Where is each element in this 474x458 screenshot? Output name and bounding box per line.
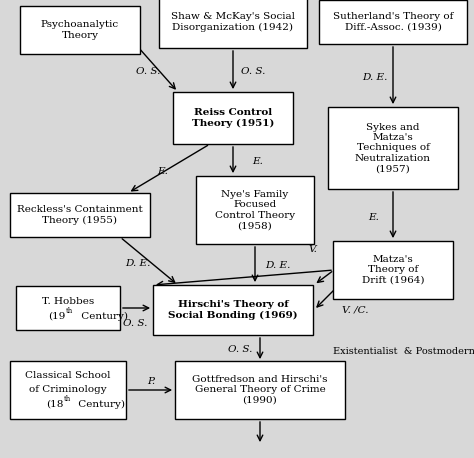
Text: P.: P. [147,377,155,387]
Text: of Criminology: of Criminology [29,386,107,394]
FancyBboxPatch shape [20,6,140,54]
Text: E.: E. [369,213,380,223]
Text: Psychoanalytic
Theory: Psychoanalytic Theory [41,20,119,40]
FancyBboxPatch shape [328,107,458,189]
Text: Reckless's Containment
Theory (1955): Reckless's Containment Theory (1955) [17,205,143,225]
Text: Century): Century) [78,311,128,321]
Text: D. E.: D. E. [265,261,291,269]
Text: O. S.: O. S. [136,67,160,76]
Text: E.: E. [253,158,264,167]
FancyBboxPatch shape [16,286,120,330]
FancyBboxPatch shape [319,0,467,44]
Text: Existentialist  & Postmodern Branches: Existentialist & Postmodern Branches [333,348,474,356]
Text: O. S.: O. S. [123,320,147,328]
Text: D. E.: D. E. [362,73,388,82]
Text: Sykes and
Matza's
Techniques of
Neutralization
(1957): Sykes and Matza's Techniques of Neutrali… [355,123,431,173]
Text: O. S.: O. S. [241,67,265,76]
Text: Classical School: Classical School [25,371,111,381]
Text: Matza's
Theory of
Drift (1964): Matza's Theory of Drift (1964) [362,255,424,285]
Text: Nye's Family
Focused
Control Theory
(1958): Nye's Family Focused Control Theory (195… [215,190,295,230]
FancyBboxPatch shape [175,361,345,419]
FancyBboxPatch shape [196,176,314,244]
Text: th: th [66,307,73,315]
FancyBboxPatch shape [10,361,126,419]
Text: Hirschi's Theory of
Social Bonding (1969): Hirschi's Theory of Social Bonding (1969… [168,300,298,320]
Text: Century): Century) [75,399,125,409]
Text: D. E.: D. E. [125,258,151,267]
FancyBboxPatch shape [333,241,453,299]
Text: V. /C.: V. /C. [342,305,368,315]
Text: Sutherland's Theory of
Diff.-Assoc. (1939): Sutherland's Theory of Diff.-Assoc. (193… [333,12,453,32]
Text: Shaw & McKay's Social
Disorganization (1942): Shaw & McKay's Social Disorganization (1… [171,12,295,32]
Text: Reiss Control
Theory (1951): Reiss Control Theory (1951) [192,108,274,128]
Text: th: th [64,395,71,403]
FancyBboxPatch shape [159,0,307,48]
Text: (18: (18 [46,399,64,409]
Text: Gottfredson and Hirschi's
General Theory of Crime
(1990): Gottfredson and Hirschi's General Theory… [192,375,328,405]
Text: E.: E. [157,168,168,176]
FancyBboxPatch shape [173,92,293,144]
FancyBboxPatch shape [10,193,150,237]
Text: (19: (19 [49,311,66,321]
FancyBboxPatch shape [153,285,313,335]
Text: T. Hobbes: T. Hobbes [42,298,94,306]
Text: V.: V. [309,245,318,255]
Text: O. S.: O. S. [228,345,252,354]
